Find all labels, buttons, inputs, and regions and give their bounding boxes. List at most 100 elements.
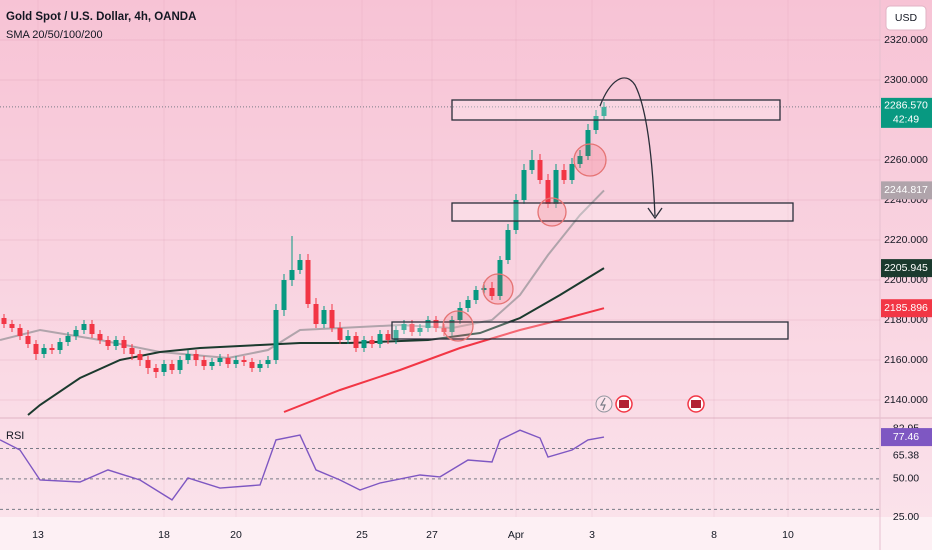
candle-body (545, 180, 551, 204)
candle-body (33, 344, 39, 354)
candle-body (417, 328, 423, 332)
event-icon[interactable] (595, 395, 613, 413)
candle-body (57, 342, 63, 350)
candle-body (169, 364, 175, 370)
candle-body (153, 368, 159, 372)
sma-price-box (881, 299, 932, 318)
candle-body (393, 330, 399, 340)
y-tick-label: 2320.000 (884, 34, 928, 46)
candle-body (529, 160, 535, 170)
candle-body (489, 288, 495, 296)
candle-body (385, 334, 391, 340)
candle-body (161, 364, 167, 372)
y-tick-label: 2160.000 (884, 354, 928, 366)
flag-glyph (691, 400, 701, 408)
candle-body (1, 318, 7, 324)
rsi-value-box (881, 428, 932, 447)
candle-body (121, 340, 127, 348)
candle-body (585, 130, 591, 156)
x-tick-label: 10 (782, 529, 794, 541)
arrow-head (647, 207, 663, 220)
currency-button[interactable] (885, 5, 927, 31)
candle-body (249, 362, 255, 368)
y-tick-label: 2220.000 (884, 234, 928, 246)
event-icon-glyph (599, 397, 606, 411)
highlight-circle (573, 143, 607, 177)
sma-price-label: 2244.817 (884, 184, 928, 196)
candle-body (409, 324, 415, 332)
price-pane (0, 102, 880, 416)
candle-body (25, 336, 31, 344)
candle-body (297, 260, 303, 270)
candle-body (17, 328, 23, 336)
x-tick-label: 18 (158, 529, 170, 541)
candle-body (553, 170, 559, 204)
candle-body (241, 360, 247, 362)
rsi-tick-label: 65.38 (893, 449, 919, 461)
candle-body (209, 362, 215, 366)
candle-body (257, 364, 263, 368)
sma-price-box (881, 181, 932, 200)
candle-body (281, 280, 287, 310)
candle-body (537, 160, 543, 180)
rsi-tick-label: 50.00 (893, 473, 919, 485)
candle-body (601, 106, 607, 116)
sma-line (283, 307, 605, 413)
candle-body (377, 334, 383, 344)
last-price-box (881, 97, 932, 128)
candle-body (497, 260, 503, 296)
candle-body (273, 310, 279, 360)
candle-body (113, 340, 119, 346)
candle-body (345, 336, 351, 340)
candle-body (145, 360, 151, 368)
candle-body (185, 354, 191, 360)
candle-body (65, 336, 71, 342)
candle-body (137, 354, 143, 360)
time-axis-bg (0, 517, 932, 550)
rsi-title: RSI (6, 430, 24, 442)
x-tick-label: Apr (508, 529, 525, 541)
candle-body (9, 324, 15, 328)
candle-body (353, 336, 359, 348)
candle-body (265, 360, 271, 364)
candle-body (305, 260, 311, 304)
zone-box (391, 321, 789, 340)
candle-body (433, 320, 439, 328)
candle-body (105, 340, 111, 346)
candle-body (361, 340, 367, 348)
x-tick-label: 13 (32, 529, 44, 541)
candle-body (81, 324, 87, 330)
candle-body (193, 354, 199, 360)
highlight-circle (482, 273, 514, 305)
x-tick-label: 25 (356, 529, 368, 541)
candle-body (593, 116, 599, 130)
candle-body (289, 270, 295, 280)
candle-body (481, 288, 487, 290)
candle-body (233, 360, 239, 364)
highlight-circle (442, 310, 474, 342)
candle-body (569, 164, 575, 180)
candle-body (49, 348, 55, 350)
currency-label: USD (895, 12, 918, 24)
candle-body (129, 348, 135, 354)
highlight-circle (537, 197, 567, 227)
zone-box (451, 99, 781, 121)
rsi-pane (0, 429, 880, 510)
x-tick-label: 8 (711, 529, 717, 541)
candle-body (425, 320, 431, 328)
candle-body (321, 310, 327, 324)
rsi-value-label: 77.46 (893, 431, 919, 443)
candle-body (369, 340, 375, 344)
candle-body (449, 320, 455, 332)
labels: 2140.0002160.0002180.0002200.0002220.000… (32, 34, 932, 541)
candle-body (465, 300, 471, 308)
candle-body (401, 324, 407, 330)
candle-body (577, 156, 583, 164)
projection-arrow (599, 77, 656, 217)
candle-body (177, 360, 183, 370)
x-tick-label: 3 (589, 529, 595, 541)
candle-body (41, 348, 47, 354)
candle-body (521, 170, 527, 200)
candle-body (457, 308, 463, 320)
candle-body (329, 310, 335, 328)
